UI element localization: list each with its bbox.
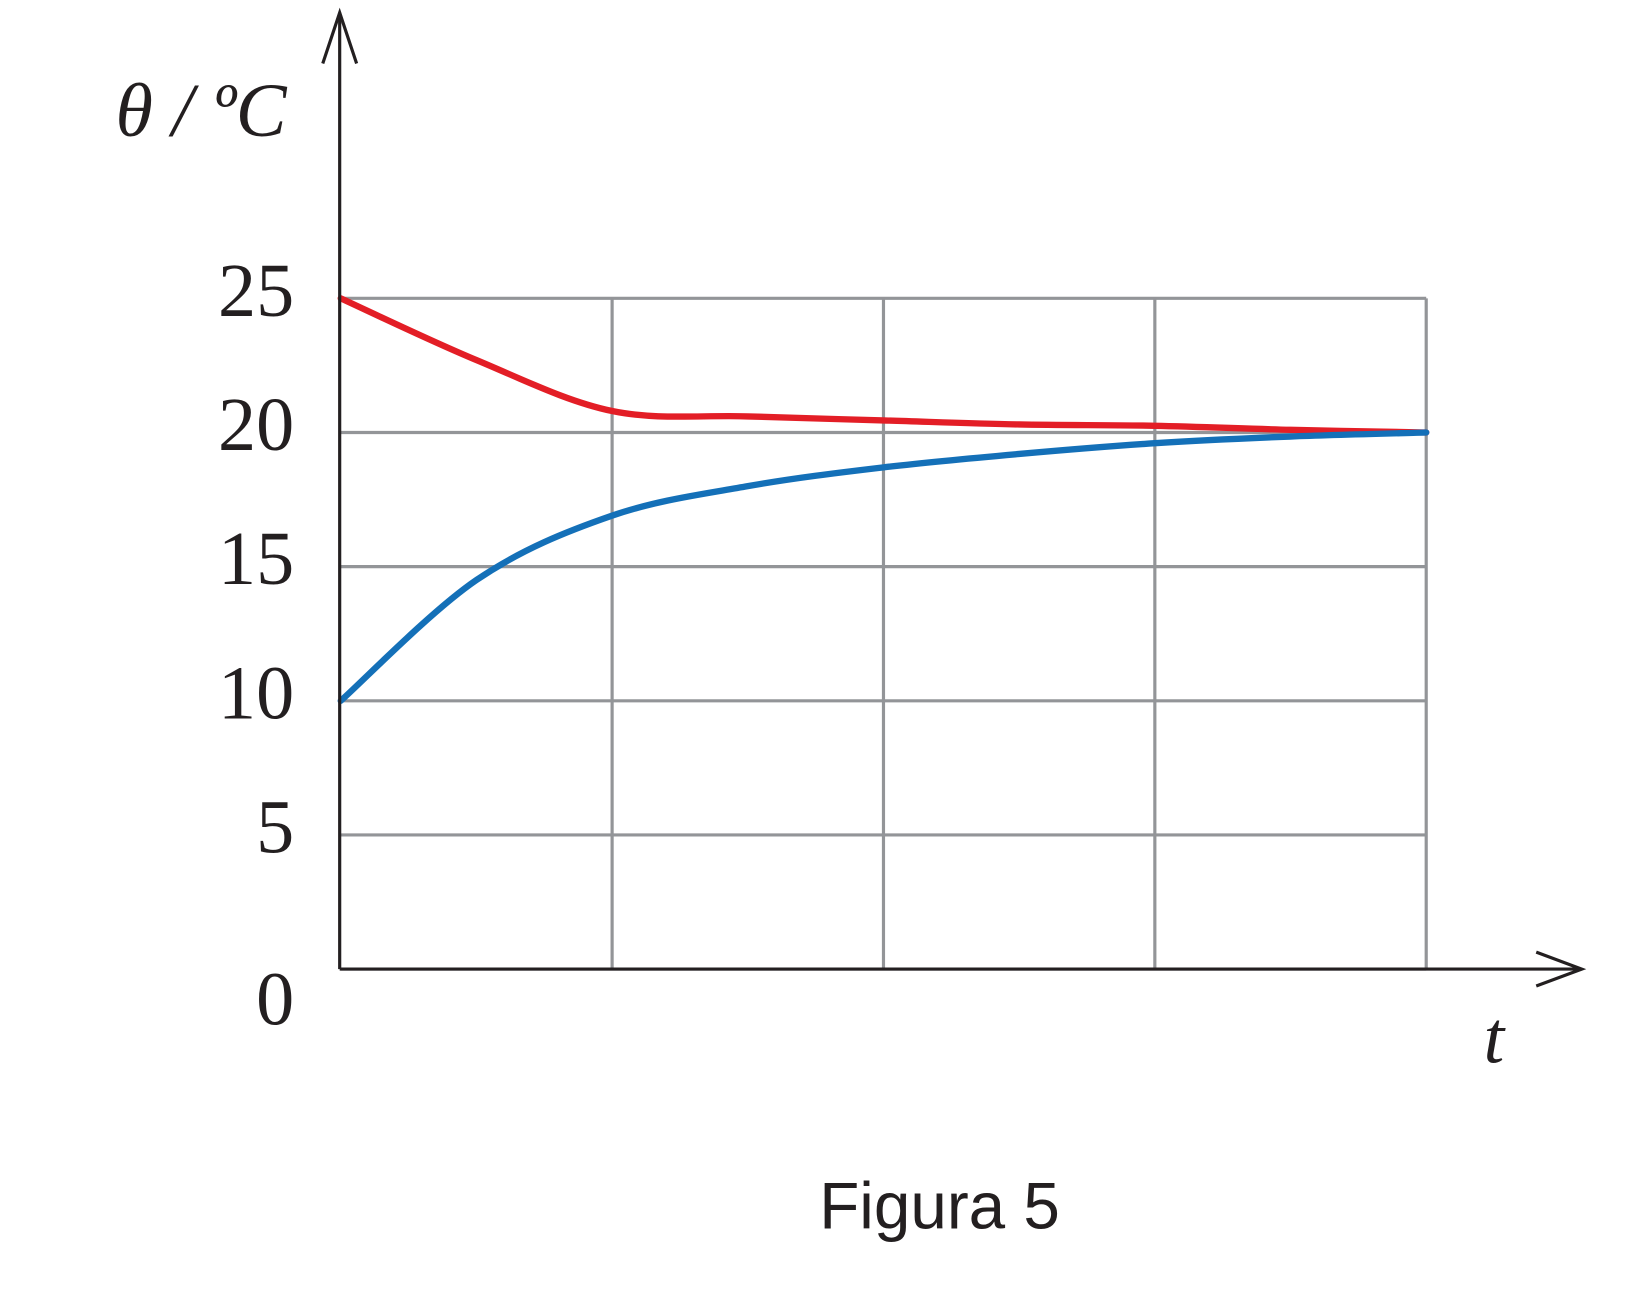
y-tick-label: 10 <box>218 651 294 735</box>
y-tick-label: 20 <box>218 383 294 467</box>
grid <box>340 296 1428 971</box>
caption: Figura 5 <box>819 1170 1060 1243</box>
x-axis-arrow <box>1535 950 1587 988</box>
y-axis-label: θ / ºC <box>116 69 288 153</box>
y-tick-label: 5 <box>256 785 294 869</box>
y-tick-label: 15 <box>218 517 294 601</box>
y-tick-label: 0 <box>256 958 294 1042</box>
plot <box>337 295 1430 704</box>
axes <box>321 7 1587 988</box>
series-line <box>337 429 1430 704</box>
series-line <box>337 295 1430 436</box>
y-tick-label: 25 <box>218 249 294 333</box>
x-axis-label: t <box>1484 997 1507 1079</box>
y-axis-arrow <box>321 7 359 64</box>
